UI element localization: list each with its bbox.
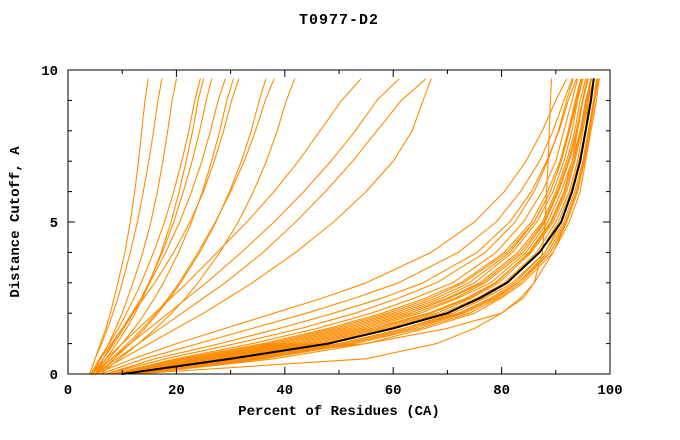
curve-model-p06 [91,78,213,375]
curve-model-m04 [94,78,432,375]
x-axis-title: Percent of Residues (CA) [238,404,440,420]
curve-model-g11 [127,78,592,375]
curve-model-g10 [110,78,579,375]
y-tick-label: 10 [41,64,58,80]
curve-model-g25 [132,78,598,375]
curve-model-m02 [94,78,400,375]
curve-model-g03 [116,78,587,375]
curve-model-g21 [99,78,573,375]
curve-model-g09 [132,78,597,375]
curve-model-g22 [105,78,577,375]
x-tick-label: 60 [385,383,402,399]
curve-best-model [121,78,595,375]
curve-model-g06 [137,78,600,375]
curve-model-g14 [137,78,599,375]
curve-model-g08 [116,78,584,375]
chart-title: T0977-D2 [298,12,379,29]
curve-model-g19 [116,78,588,375]
x-tick-label: 0 [64,383,72,399]
curve-model-p12 [94,78,226,375]
curve-model-g17 [110,78,582,375]
x-tick-label: 20 [168,383,185,399]
curve-model-g24 [121,78,592,375]
curve-model-m01 [94,78,427,375]
y-tick-label: 0 [50,368,58,384]
x-tick-label: 80 [493,383,510,399]
curve-model-p04 [90,78,201,375]
curve-model-p02 [91,78,177,375]
curve-model-m03 [91,78,362,375]
curve-model-p01 [89,78,149,375]
y-axis-title: Distance Cutoff, A [8,146,24,298]
curve-model-p08 [89,78,163,375]
curve-model-p09 [94,78,275,375]
curve-model-p11 [91,78,240,375]
y-tick-label: 5 [50,216,58,232]
x-tick-label: 100 [597,383,622,399]
curve-model-g16 [121,78,593,375]
curve-model-g23 [94,78,568,375]
x-tick-label: 40 [276,383,293,399]
curve-model-g13 [116,78,583,375]
curve-model-g12 [121,78,588,375]
